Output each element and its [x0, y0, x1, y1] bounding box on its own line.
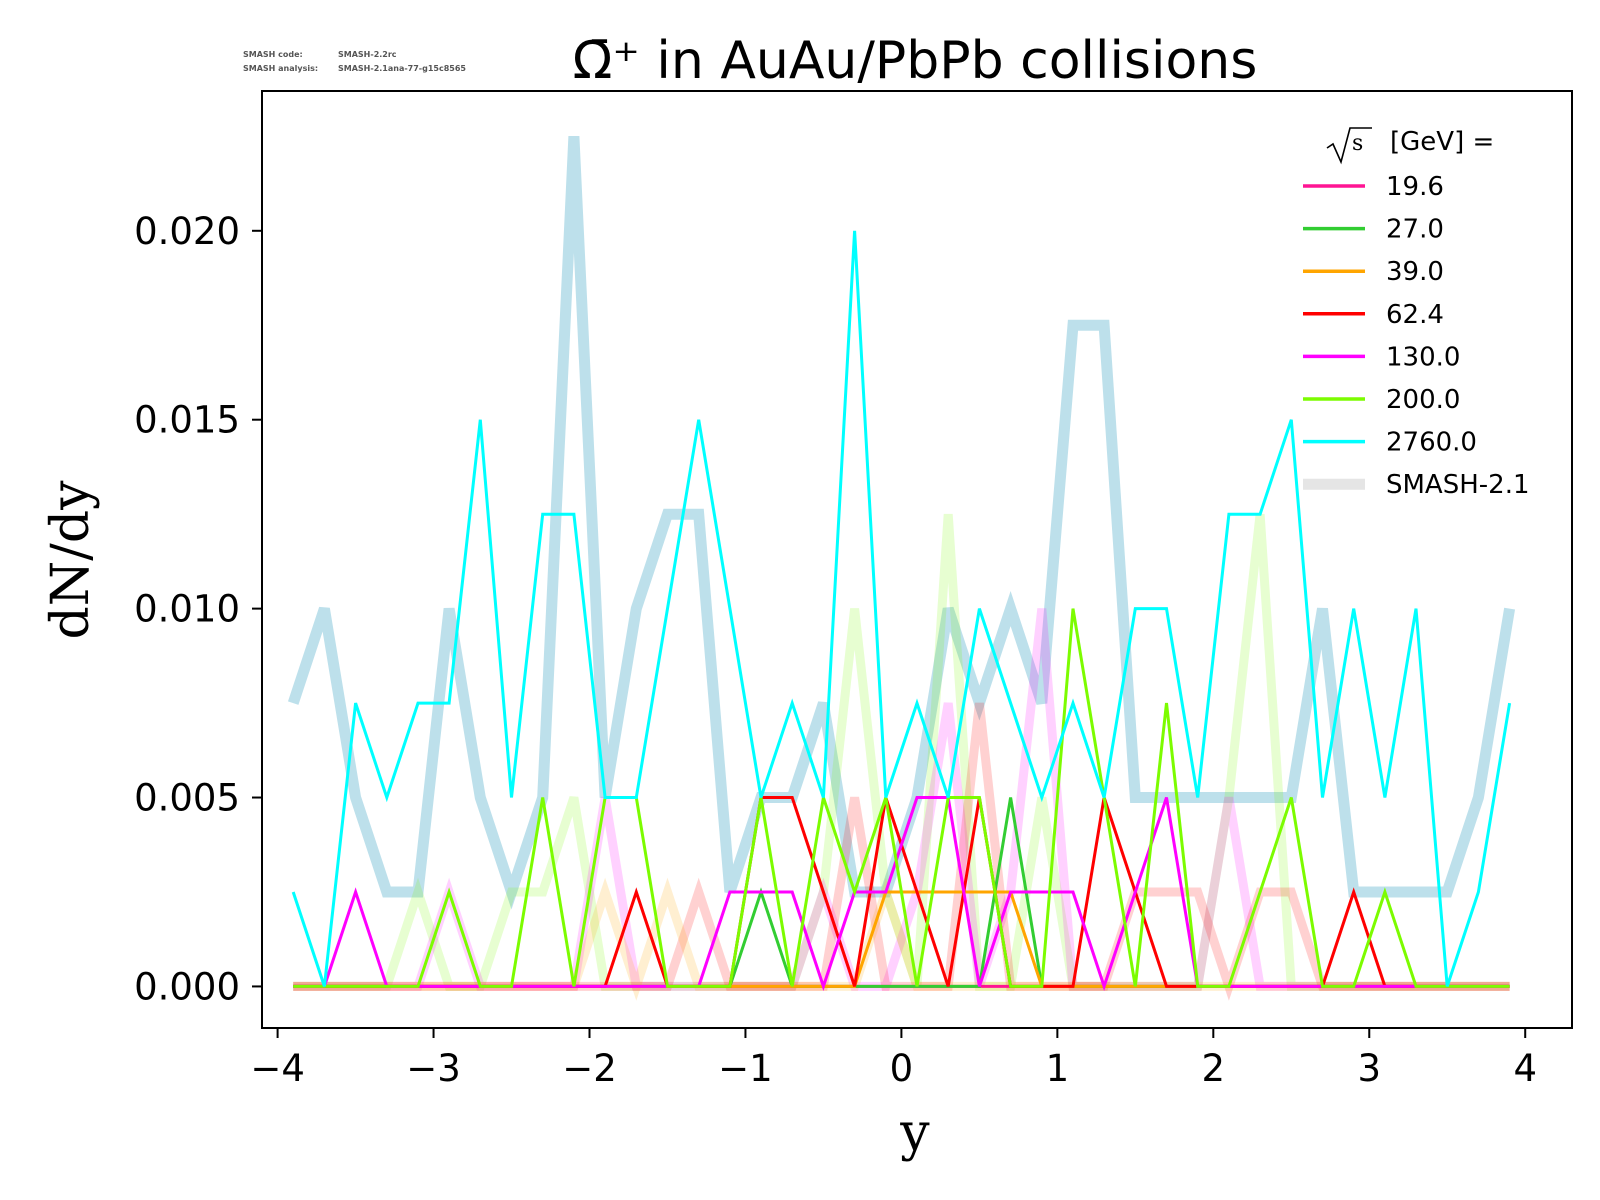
legend-label-200.0: 200.0	[1386, 385, 1460, 415]
legend: s [GeV] = 19.6 27.0 39.0 62.4 130.0 200.0 2760…	[1303, 127, 1530, 500]
legend-label-SMASH-2.1: SMASH-2.1	[1386, 470, 1530, 500]
credit-analysis-value: SMASH-2.1ana-77-g15c8565	[338, 64, 466, 73]
y-tick-label: 0.015	[134, 399, 240, 442]
sqrt-sign-icon	[1326, 127, 1372, 165]
x-tick-label: −2	[562, 1047, 617, 1090]
x-tick-label: 3	[1357, 1047, 1381, 1090]
y-tick-label: 0.010	[134, 588, 240, 631]
y-axis-label: dN/dy	[41, 480, 101, 640]
reference-series-line-0	[287, 136, 1516, 910]
x-tick-label: 4	[1513, 1047, 1537, 1090]
y-tick-label: 0.020	[134, 210, 240, 253]
legend-label-39.0: 39.0	[1386, 257, 1444, 287]
x-axis: −4 −3 −2 −1 0 1 2 3 4	[250, 1028, 1537, 1090]
x-tick-label: −4	[250, 1047, 305, 1090]
x-tick-label: 0	[890, 1047, 914, 1090]
y-axis: 0.000 0.005 0.010 0.015 0.020	[134, 210, 262, 1008]
legend-title: s [GeV] =	[1326, 127, 1494, 165]
legend-label-130.0: 130.0	[1386, 342, 1460, 372]
chart-title: Ω̄⁺ in AuAu/PbPb collisions	[573, 31, 1258, 91]
series-layer	[291, 230, 1512, 992]
x-tick-label: −3	[406, 1047, 461, 1090]
y-tick-label: 0.005	[134, 777, 240, 820]
series-line-200.0	[293, 608, 1510, 988]
x-axis-label: y	[899, 1103, 930, 1163]
legend-label-62.4: 62.4	[1386, 300, 1444, 330]
credit-code-value: SMASH-2.2rc	[338, 50, 397, 59]
legend-title-sqrt-symbol: s	[1352, 131, 1363, 156]
legend-label-2760.0: 2760.0	[1386, 428, 1477, 458]
credit-code-label: SMASH code:	[243, 50, 303, 59]
legend-label-27.0: 27.0	[1386, 215, 1444, 245]
y-tick-label: 0.000	[134, 965, 240, 1008]
plot-frame	[261, 90, 1573, 1029]
credit-analysis-label: SMASH analysis:	[243, 64, 318, 73]
series-line-2760.0	[291, 230, 1512, 987]
x-tick-label: −1	[718, 1047, 773, 1090]
reference-series-layer	[287, 136, 1516, 1001]
x-tick-label: 2	[1202, 1047, 1226, 1090]
legend-title-text: [GeV] =	[1390, 127, 1494, 157]
legend-label-19.6: 19.6	[1386, 172, 1444, 202]
x-tick-label: 1	[1046, 1047, 1070, 1090]
